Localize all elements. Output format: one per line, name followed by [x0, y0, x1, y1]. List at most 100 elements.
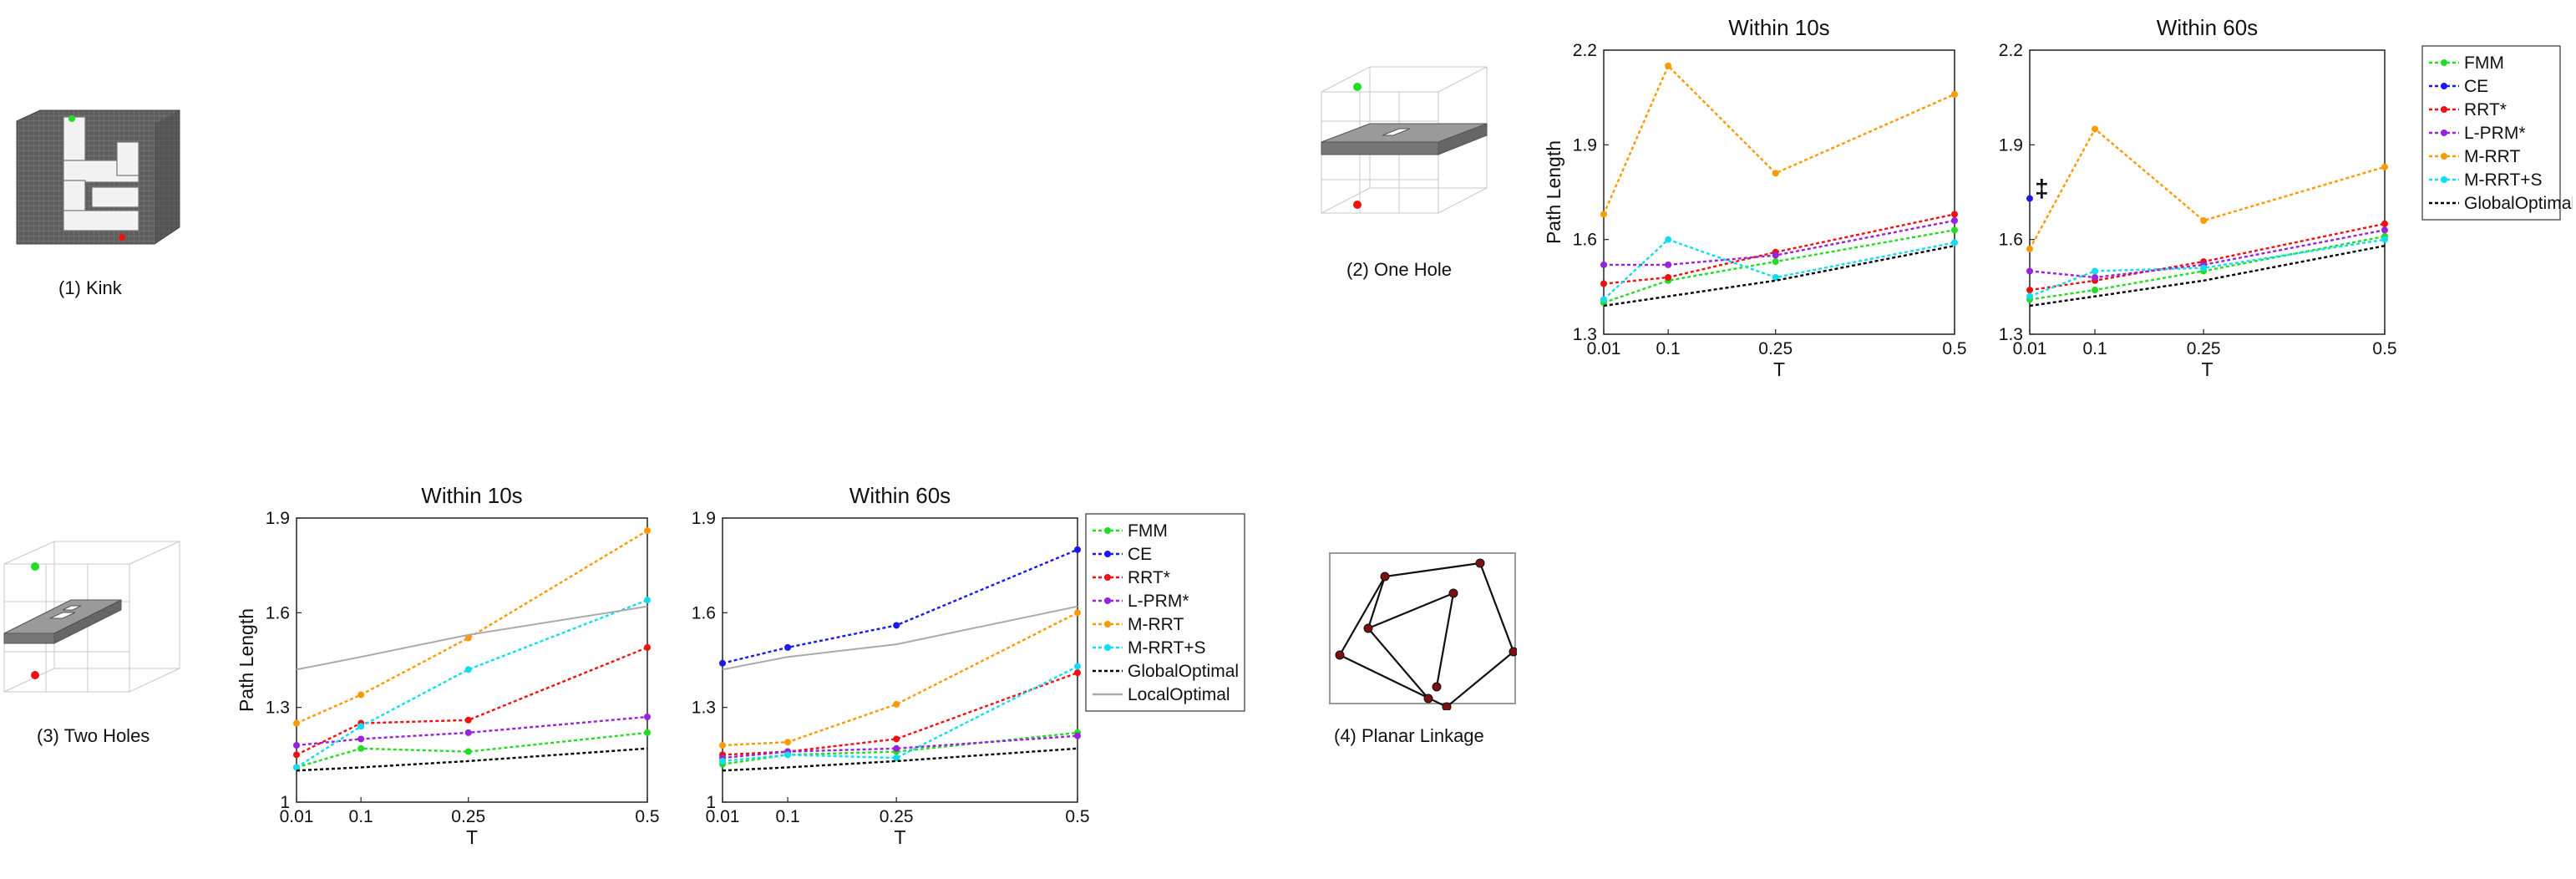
data-point [2381, 226, 2388, 234]
goal-marker [119, 234, 125, 241]
one-hole-60s-chart: Within 60s 0.01 0.1 0.25 0.5 1.3 1.6 1.9 2.2 T ‡ FM… [1999, 15, 2573, 380]
data-point [893, 755, 900, 762]
legend-frame [1085, 513, 1245, 712]
series-line-m-rrtpluss [1603, 238, 1955, 301]
x-tick-label: 0.1 [349, 807, 373, 826]
x-tick-label: 0.25 [2187, 339, 2221, 358]
one-hole-caption: (2) One Hole [1346, 259, 1452, 280]
data-point [1600, 280, 1607, 287]
data-point [644, 714, 651, 720]
series-l-prmstar [1600, 217, 1958, 268]
data-point [293, 764, 300, 771]
data-point [784, 751, 792, 759]
series-globaloptimal [722, 747, 1078, 772]
series-line-globaloptimal [1603, 245, 1955, 307]
series-line-fmm [296, 731, 648, 769]
y-tick-label: 1.6 [692, 603, 716, 622]
series-line-l-prmstar [1604, 219, 1955, 267]
series-rrtstar [1600, 211, 1958, 287]
x-axis-label: T [466, 826, 478, 844]
data-point [1665, 62, 1672, 69]
series-line-m-rrtpluss [722, 665, 1078, 763]
legend-label-globaloptimal: GlobalOptimal [1128, 662, 1239, 681]
data-point [2092, 125, 2099, 133]
data-point [2026, 292, 2033, 300]
y-tick-label: 2.2 [1999, 41, 2023, 60]
data-point [1665, 261, 1672, 268]
data-point [1600, 261, 1607, 268]
y-tick-label: 1.9 [692, 509, 716, 528]
planar-linkage-illustration [1328, 551, 1519, 712]
series-line-globaloptimal [296, 747, 648, 772]
data-point [1951, 211, 1958, 218]
y-tick-label: 1.9 [266, 509, 290, 528]
legend-label-l-prmstar: L-PRM* [1128, 592, 1189, 611]
x-axis-label: T [894, 826, 905, 844]
data-point [1074, 669, 1081, 677]
data-point [1772, 252, 1779, 259]
series-line-m-rrt [2028, 127, 2386, 250]
legend-label-m-rrtpluss: M-RRT+S [1128, 638, 1206, 658]
legend-marker [1104, 644, 1111, 651]
y-tick-label: 1.3 [692, 699, 716, 718]
y-tick-label: 1 [706, 793, 716, 812]
data-point [784, 739, 792, 746]
series-line-l-prmstar [722, 734, 1078, 760]
legend-marker [2441, 130, 2447, 136]
data-point [784, 643, 792, 651]
data-point [644, 527, 651, 535]
series-l-prmstar [2026, 226, 2388, 281]
one-hole-10s-chart: Within 10s 0.01 0.1 0.25 0.5 1.3 1.6 1.9 2.2 T Pat… [1543, 15, 1967, 380]
y-tick-label: 1.6 [1573, 231, 1597, 250]
series-line-rrtstar [296, 646, 648, 756]
data-point [1074, 663, 1081, 670]
series-line-m-rrt [722, 612, 1078, 747]
data-point [644, 597, 651, 604]
start-marker [1353, 83, 1362, 91]
data-point [1074, 609, 1081, 617]
data-point [893, 700, 900, 708]
legend-label-fmm: FMM [1128, 521, 1168, 541]
legend-marker [1104, 597, 1111, 604]
series-line-m-rrtpluss [2029, 238, 2386, 297]
data-point [893, 744, 900, 752]
data-point [2092, 267, 2099, 275]
data-point [893, 735, 900, 743]
series-globaloptimal [296, 747, 648, 772]
legend-label-globaloptimal: GlobalOptimal [2464, 194, 2573, 213]
data-point [2381, 220, 2388, 227]
plot-frame [1603, 49, 1955, 335]
data-point [464, 634, 472, 642]
data-point [1772, 170, 1779, 177]
series-m-rrtpluss [719, 663, 1081, 765]
series-line-fmm [1603, 229, 1955, 304]
kink-maze-image [16, 109, 180, 245]
series-line-globaloptimal [722, 747, 1078, 772]
data-point [1665, 274, 1672, 281]
legend-marker [1104, 574, 1111, 581]
legend-label-m-rrtpluss: M-RRT+S [2464, 170, 2543, 190]
series-localoptimal [722, 605, 1078, 671]
legend-label-ce: CE [1128, 545, 1152, 564]
planar-linkage-image [1329, 552, 1519, 712]
series-ce [2026, 195, 2033, 202]
legend: FMM CE RRT* L-PRM* M-RRT M-RRT+S GlobalOptimal… [1085, 513, 1245, 712]
kink-caption: (1) Kink [58, 277, 122, 298]
data-point [357, 744, 365, 752]
legend-marker [2441, 83, 2447, 89]
series-l-prmstar [293, 714, 651, 749]
goal-marker [31, 671, 39, 679]
series-line-ce [722, 548, 1078, 664]
series-m-rrtpluss [2026, 236, 2388, 300]
data-point [1600, 211, 1607, 218]
two-holes-10s-chart: Within 10s 0.01 0.1 0.25 0.5 1 1.3 1.6 1.9 T Path … [236, 483, 660, 844]
plot-frame [2029, 49, 2386, 335]
series-m-rrt [2026, 125, 2388, 252]
series-line-localoptimal [296, 605, 648, 671]
series-line-rrtstar [1603, 213, 1955, 285]
legend-marker [2441, 59, 2447, 66]
start-marker [31, 562, 39, 571]
plot-frame [722, 517, 1078, 803]
x-tick-label: 0.25 [880, 807, 914, 826]
data-point [719, 757, 726, 765]
